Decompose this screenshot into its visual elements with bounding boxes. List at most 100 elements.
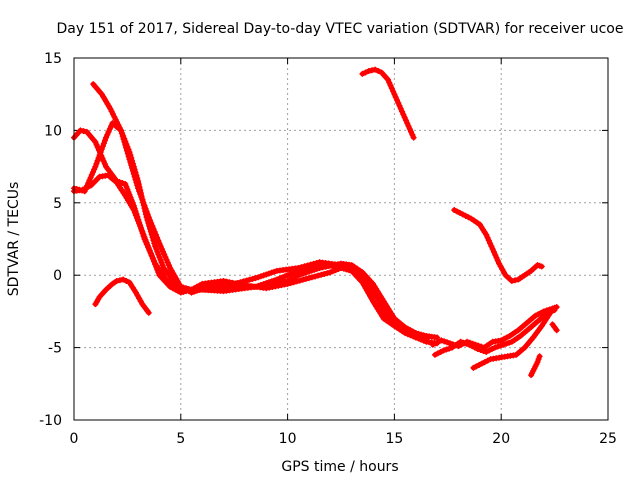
data-point	[325, 263, 332, 270]
data-point	[243, 277, 250, 284]
data-point	[405, 123, 412, 130]
data-point	[180, 288, 187, 295]
data-point	[538, 263, 545, 270]
data-point	[310, 260, 317, 267]
data-point	[301, 263, 308, 270]
data-point	[287, 280, 294, 287]
data-point	[332, 267, 339, 274]
data-point	[494, 343, 501, 350]
data-point	[183, 288, 190, 295]
data-point	[263, 271, 270, 278]
data-point	[275, 282, 282, 289]
data-point	[491, 344, 498, 351]
data-point	[434, 334, 441, 341]
data-point	[229, 279, 236, 286]
data-point	[147, 228, 154, 235]
data-point	[397, 105, 404, 112]
series-track-11	[528, 353, 543, 379]
data-point	[303, 269, 310, 276]
data-points	[71, 66, 560, 379]
series-track-7	[451, 207, 545, 284]
data-point	[390, 88, 397, 95]
data-point	[309, 274, 316, 281]
data-point	[122, 138, 129, 145]
data-point	[94, 157, 101, 164]
data-point	[87, 174, 94, 181]
data-point	[446, 340, 453, 347]
data-point	[112, 116, 119, 123]
data-point	[125, 189, 132, 196]
data-point	[329, 268, 336, 275]
data-point	[155, 269, 162, 276]
data-point	[312, 273, 319, 280]
x-tick-label: 25	[599, 431, 617, 447]
data-point	[156, 254, 163, 261]
y-tick-label: 5	[53, 196, 62, 212]
data-point	[493, 254, 500, 261]
y-tick-label: -10	[39, 413, 62, 429]
data-point	[249, 275, 256, 282]
data-point	[108, 108, 115, 115]
data-point	[340, 265, 347, 272]
data-point	[150, 237, 157, 244]
data-point	[120, 276, 127, 283]
data-point	[300, 270, 307, 277]
data-point	[401, 114, 408, 121]
data-point	[153, 245, 160, 252]
data-point	[152, 261, 159, 268]
data-point	[160, 248, 166, 255]
y-tick-label: 0	[53, 268, 62, 284]
data-point	[260, 272, 267, 279]
data-point	[485, 237, 492, 244]
data-point	[140, 231, 147, 238]
data-point	[315, 272, 322, 279]
data-point	[123, 277, 130, 284]
data-point	[143, 214, 150, 221]
data-point	[138, 226, 145, 233]
data-point	[116, 277, 123, 284]
data-point	[149, 234, 156, 241]
data-point	[136, 184, 143, 191]
data-point	[148, 253, 155, 260]
data-point	[535, 356, 542, 363]
data-point	[157, 256, 164, 263]
data-point	[158, 259, 165, 266]
data-point	[101, 137, 108, 144]
data-point	[402, 117, 409, 124]
y-tick-label: 15	[44, 51, 62, 67]
data-point	[131, 166, 138, 173]
data-point	[136, 220, 143, 227]
data-point	[322, 263, 329, 270]
data-point	[388, 85, 395, 92]
data-point	[151, 240, 158, 247]
data-point	[246, 276, 253, 283]
data-point	[255, 274, 262, 281]
data-point	[271, 268, 278, 275]
data-point	[185, 287, 192, 294]
data-point	[226, 279, 233, 286]
y-axis-label: SDTVAR / TECUs	[6, 182, 22, 297]
data-point	[443, 346, 450, 353]
data-point	[406, 125, 413, 132]
data-point	[420, 332, 427, 339]
data-point	[460, 339, 467, 346]
data-point	[137, 223, 144, 230]
data-point	[497, 342, 504, 349]
data-point	[142, 208, 149, 215]
data-point	[140, 199, 147, 206]
data-point	[120, 132, 127, 139]
data-point	[319, 264, 326, 271]
data-point	[95, 154, 102, 161]
y-tick-label: 10	[44, 123, 62, 139]
data-point	[152, 243, 159, 250]
data-point	[137, 187, 144, 194]
data-point	[391, 91, 398, 98]
data-point	[409, 131, 416, 138]
data-point	[235, 281, 242, 288]
data-point	[321, 270, 328, 277]
data-point	[284, 280, 291, 287]
data-point	[132, 169, 139, 176]
data-point	[92, 138, 99, 145]
data-point	[444, 339, 451, 346]
data-point	[157, 243, 164, 250]
